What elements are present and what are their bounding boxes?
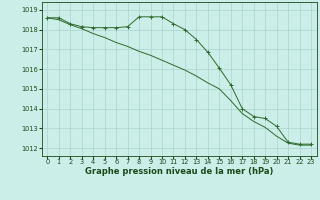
X-axis label: Graphe pression niveau de la mer (hPa): Graphe pression niveau de la mer (hPa) (85, 167, 273, 176)
